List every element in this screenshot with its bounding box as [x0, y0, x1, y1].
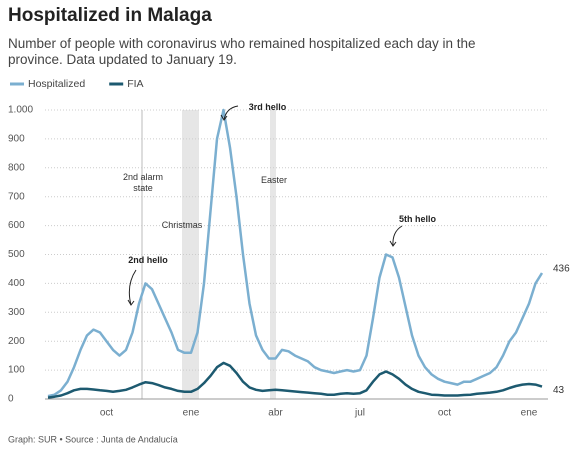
y-tick-label: 700 [8, 191, 25, 202]
y-tick-label: 800 [8, 162, 25, 173]
x-tick-label: ene [521, 408, 538, 419]
legend-label: Hospitalized [28, 78, 85, 90]
annotation: 2nd hello [128, 255, 168, 265]
subtitle: Number of people with coronavirus who re… [8, 36, 476, 67]
y-tick-label: 400 [8, 278, 25, 289]
x-tick-label: abr [268, 408, 283, 419]
source: Graph: SUR • Source : Junta de Andalucía [8, 434, 178, 444]
end-label: 43 [553, 385, 565, 396]
arrow-5th-head [389, 240, 397, 247]
y-tick-label: 900 [8, 134, 25, 145]
annotation: Easter [260, 175, 287, 185]
y-tick-label: 100 [8, 365, 25, 376]
annotation: Christmas [161, 220, 203, 230]
y-tick-label: 300 [8, 307, 25, 318]
annotation: 3rd hello [248, 102, 287, 112]
chart-title: Hospitalized in Malaga [8, 5, 212, 26]
arrow-2nd-head [127, 299, 135, 306]
arrow-2nd [128, 269, 137, 306]
series-line [47, 361, 543, 399]
x-tick-label: oct [100, 408, 114, 419]
annotation: 5th hello [398, 214, 436, 224]
x-tick-label: oct [438, 408, 452, 419]
series-line [47, 108, 544, 398]
end-label: 436 [553, 264, 570, 275]
y-tick-label: 500 [8, 249, 25, 260]
arrow-3rd-head [220, 114, 228, 121]
y-tick-label: 600 [8, 220, 25, 231]
y-tick-label: 1.000 [8, 105, 33, 116]
x-tick-label: ene [183, 408, 200, 419]
legend-label: FIA [127, 78, 143, 90]
y-tick-label: 200 [8, 336, 25, 347]
arrow-3rd [223, 105, 239, 121]
x-tick-label: jul [354, 408, 365, 419]
y-tick-label: 0 [8, 394, 14, 405]
arrow-5th [392, 225, 403, 247]
christmas-band [182, 110, 199, 399]
annotation: 2nd alarm state [122, 172, 164, 193]
